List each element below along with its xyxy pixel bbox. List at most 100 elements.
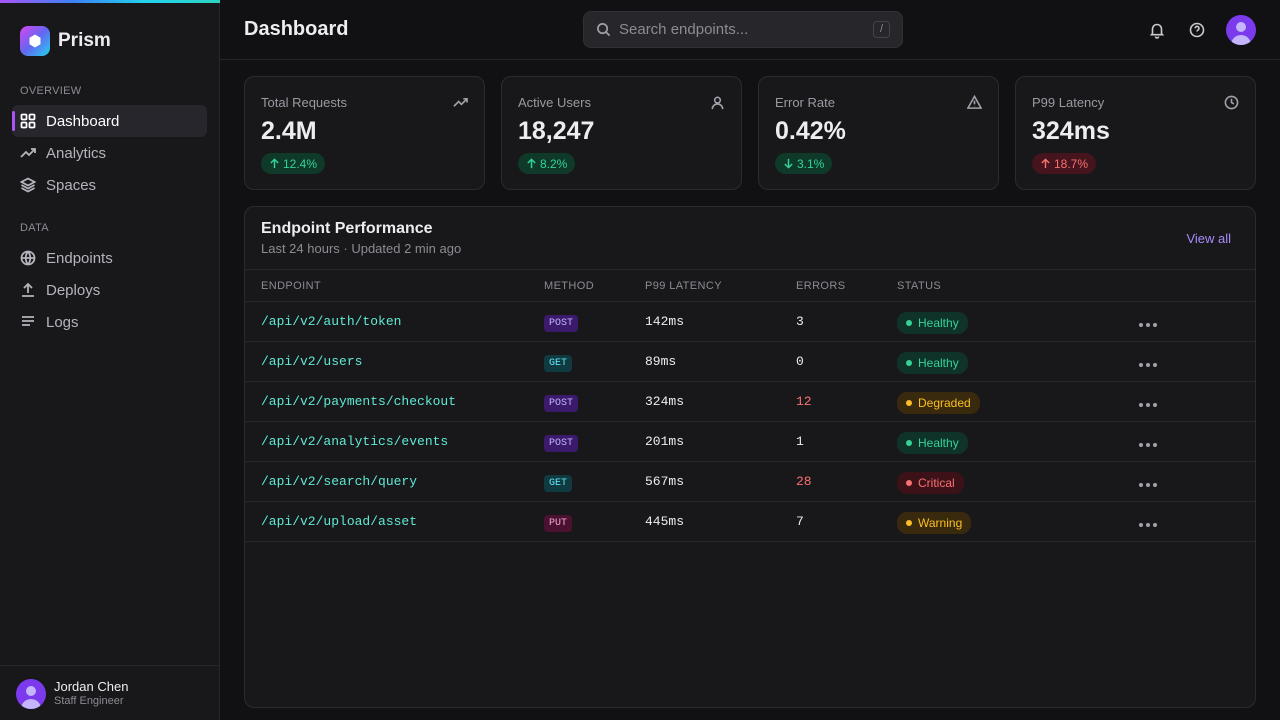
panel-subtitle: Last 24 hours · Updated 2 min ago bbox=[261, 241, 462, 256]
stat-card: P99 Latency 324ms 18.7% bbox=[1015, 76, 1256, 190]
dot bbox=[1139, 482, 1143, 487]
trend-arrow bbox=[1041, 158, 1050, 169]
method-badge: PUT bbox=[544, 515, 573, 532]
trend-arrow bbox=[784, 158, 793, 169]
stat-card: Total Requests 2.4M 12.4% bbox=[244, 76, 485, 190]
row-menu[interactable] bbox=[1130, 362, 1166, 367]
notifications-button[interactable] bbox=[1147, 20, 1167, 40]
nav-item[interactable]: Endpoints bbox=[12, 242, 207, 274]
column-header: ENDPOINT bbox=[261, 279, 322, 292]
latency: 89ms bbox=[645, 354, 677, 369]
stat-change: 8.2% bbox=[518, 153, 576, 174]
method-badge: POST bbox=[544, 395, 579, 412]
status-badge: Healthy bbox=[897, 431, 968, 454]
user-avatar bbox=[16, 679, 46, 709]
change-value: 8.2% bbox=[540, 156, 568, 171]
stat-icon bbox=[1224, 95, 1239, 110]
view-all-link[interactable]: View all bbox=[1186, 231, 1231, 246]
dot bbox=[1153, 362, 1157, 367]
dot bbox=[1153, 442, 1157, 447]
row-menu[interactable] bbox=[1130, 442, 1166, 447]
change-value: 12.4% bbox=[283, 156, 318, 171]
latency: 201ms bbox=[645, 434, 685, 449]
dot bbox=[1153, 482, 1157, 487]
endpoint-path[interactable]: /api/v2/upload/asset bbox=[261, 514, 418, 529]
column-header: STATUS bbox=[897, 279, 942, 292]
stat-icon bbox=[967, 95, 982, 109]
brand-name: Prism bbox=[58, 30, 111, 51]
nav-item[interactable]: Analytics bbox=[12, 137, 207, 169]
nav-label: Spaces bbox=[46, 176, 97, 194]
row-menu[interactable] bbox=[1130, 402, 1166, 407]
trend-arrow bbox=[270, 158, 279, 169]
shortcut-key: / bbox=[873, 21, 890, 38]
endpoint-path[interactable]: /api/v2/auth/token bbox=[261, 314, 402, 329]
table-row: /api/v2/payments/checkout POST 324ms 12 Degr… bbox=[245, 382, 1255, 422]
stat-icon bbox=[453, 97, 468, 107]
row-menu[interactable] bbox=[1130, 482, 1166, 487]
latency: 142ms bbox=[645, 314, 685, 329]
method-badge: POST bbox=[544, 315, 579, 332]
latency: 445ms bbox=[645, 514, 685, 529]
dot bbox=[1146, 442, 1150, 447]
endpoint-path[interactable]: /api/v2/search/query bbox=[261, 474, 418, 489]
row-menu[interactable] bbox=[1130, 522, 1166, 527]
error-count: 0 bbox=[796, 354, 804, 369]
dot bbox=[1146, 362, 1150, 367]
change-value: 18.7% bbox=[1054, 156, 1089, 171]
status-badge: Warning bbox=[897, 511, 972, 534]
stat-change: 12.4% bbox=[261, 153, 326, 174]
dot bbox=[1146, 402, 1150, 407]
endpoint-path[interactable]: /api/v2/payments/checkout bbox=[261, 394, 457, 409]
sidebar: Prism OVERVIEW Dashboard Analytics Space… bbox=[0, 0, 220, 720]
nav-label: Deploys bbox=[46, 281, 101, 299]
table-row: /api/v2/auth/token POST 142ms 3 Healthy bbox=[245, 302, 1255, 342]
dot bbox=[1139, 402, 1143, 407]
dot bbox=[1146, 322, 1150, 327]
endpoint-path[interactable]: /api/v2/analytics/events bbox=[261, 434, 449, 449]
stat-change: 3.1% bbox=[775, 153, 833, 174]
nav-label: Endpoints bbox=[46, 249, 113, 267]
nav-label: Dashboard bbox=[46, 112, 120, 130]
logo bbox=[20, 26, 50, 56]
dot bbox=[1139, 362, 1143, 367]
nav-item[interactable]: Dashboard bbox=[12, 105, 207, 137]
dot bbox=[1139, 522, 1143, 527]
search-box[interactable]: Search endpoints... / bbox=[583, 11, 903, 48]
endpoint-table-panel: Endpoint Performance Last 24 hours · Upd… bbox=[244, 206, 1256, 708]
brand[interactable]: Prism bbox=[20, 26, 111, 56]
error-count: 7 bbox=[796, 514, 804, 529]
row-menu[interactable] bbox=[1130, 322, 1166, 327]
help-button[interactable] bbox=[1187, 20, 1207, 40]
endpoint-path[interactable]: /api/v2/users bbox=[261, 354, 363, 369]
column-header: ERRORS bbox=[796, 279, 846, 292]
dot bbox=[1153, 522, 1157, 527]
method-badge: POST bbox=[544, 435, 579, 452]
section-label: DATA bbox=[20, 222, 49, 234]
dot bbox=[1153, 402, 1157, 407]
stat-value: 324ms bbox=[1032, 117, 1110, 145]
stat-icon bbox=[711, 96, 724, 110]
method-badge: GET bbox=[544, 475, 573, 492]
search-placeholder: Search endpoints... bbox=[619, 21, 749, 38]
stat-value: 18,247 bbox=[518, 117, 595, 145]
latency: 567ms bbox=[645, 474, 685, 489]
stat-value: 0.42% bbox=[775, 117, 846, 145]
account-avatar[interactable] bbox=[1226, 15, 1256, 45]
dot bbox=[1146, 522, 1150, 527]
error-count: 28 bbox=[796, 474, 812, 489]
header: Dashboard Search endpoints... / bbox=[220, 0, 1280, 60]
nav-item[interactable]: Spaces bbox=[12, 169, 207, 201]
status-badge: Healthy bbox=[897, 351, 968, 374]
nav-item[interactable]: Logs bbox=[12, 306, 207, 338]
latency: 324ms bbox=[645, 394, 685, 409]
dot bbox=[1139, 442, 1143, 447]
stat-label: P99 Latency bbox=[1032, 95, 1105, 110]
nav-item[interactable]: Deploys bbox=[12, 274, 207, 306]
error-count: 1 bbox=[796, 434, 804, 449]
user-profile[interactable]: Jordan Chen Staff Engineer bbox=[0, 665, 219, 720]
status-badge: Healthy bbox=[897, 311, 968, 334]
status-badge: Critical bbox=[897, 471, 964, 494]
dot bbox=[1153, 322, 1157, 327]
